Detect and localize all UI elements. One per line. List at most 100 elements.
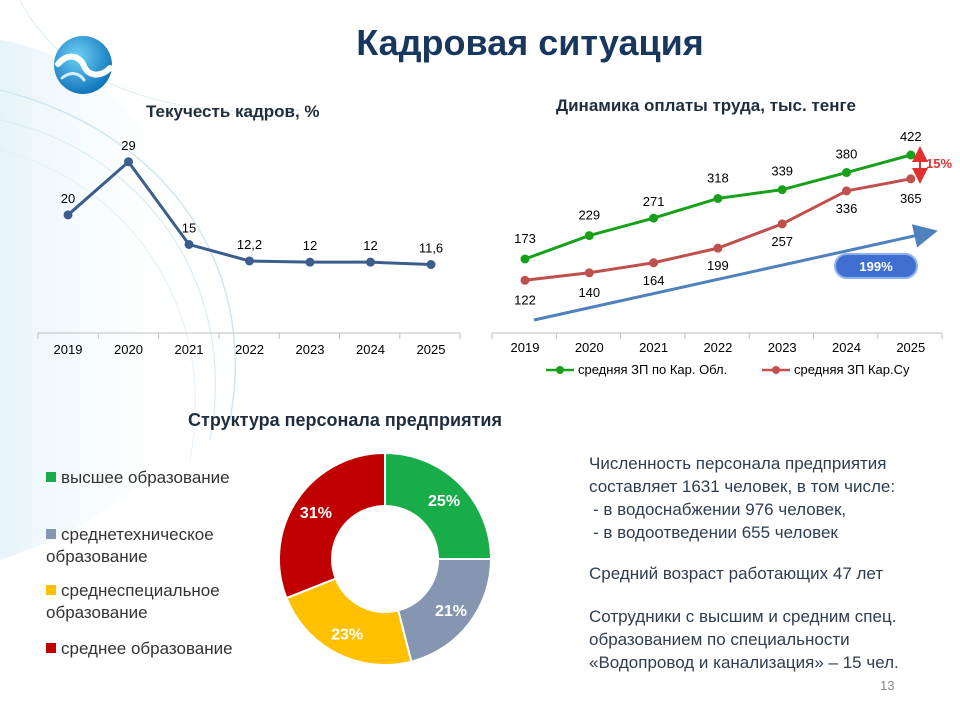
x-tick-label: 2022 [703,340,732,355]
salary-data-label-1: 173 [514,231,536,246]
turnover-data-label: 20 [61,191,75,206]
salary-data-label-1: 271 [643,194,665,209]
salary-point-2 [584,268,594,278]
donut-slice-4 [278,451,386,600]
info-line-4: - в водоотведении 655 человек [593,523,838,542]
x-tick-label: 2025 [417,342,446,357]
growth-badge [834,253,918,279]
salary-point-1 [906,150,916,160]
salary-data-label-2: 365 [900,191,922,206]
salary-chart: 2019 2020 2021 2022 2023 2024 2025 199% 173 229 27… [491,129,952,355]
x-tick-label: 2020 [114,342,143,357]
x-tick-label: 2024 [832,340,861,355]
x-tick-label: 2019 [54,342,83,357]
x-tick-label: 2022 [235,342,264,357]
turnover-data-label: 12 [303,238,317,253]
growth-badge-label: 199% [859,259,893,274]
salary-data-label-2: 199 [707,258,729,273]
turnover-point [366,257,375,267]
salary-point-2 [906,174,916,184]
turnover-chart: 2019 2020 2021 2022 2023 2024 2025 20 29 15 12,2 12… [37,138,461,357]
donut-slice-label-3: 23% [331,626,363,643]
salary-data-label-1: 422 [900,129,922,144]
x-tick-label: 2021 [639,340,668,355]
salary-point-2 [713,243,723,253]
salary-data-label-2: 336 [836,201,858,216]
legend-swatch-red [762,365,790,374]
salary-data-label-2: 257 [771,234,793,249]
turnover-chart-title: Текучесть кадров, % [146,102,320,121]
legend-series-2: средняя ЗП Кар.Су [762,362,909,377]
x-tick-label: 2021 [175,342,204,357]
donut-slice-label-2: 21% [435,603,467,620]
salary-data-label-1: 229 [578,208,600,223]
salary-point-1 [777,185,787,195]
x-tick-label: 2024 [356,342,385,357]
pie-legend-item-1: высшее образование [46,467,266,489]
page-title: Кадровая ситуация [356,22,704,63]
growth-arrow [533,224,938,322]
salary-point-2 [777,219,787,229]
pie-legend-label-2: среднетехническое образование [46,525,214,566]
salary-data-label-2: 164 [643,273,665,288]
gap-label: 15% [926,156,952,171]
x-tick-label: 2023 [296,342,325,357]
legend-label-1: средняя ЗП по Кар. Обл. [578,362,728,377]
salary-point-2 [649,258,659,268]
company-logo [54,36,113,94]
turnover-data-label: 12 [363,238,377,253]
salary-data-label-2: 140 [578,285,600,300]
staff-donut-chart: 25% 21% 23% 31% [278,451,493,666]
salary-data-label-1: 318 [707,170,729,185]
pie-legend-item-3: среднеспециальное образование [46,580,246,624]
info-block: Численность персонала предприятия состав… [589,452,949,674]
info-line-1: Численность персонала предприятия [589,454,887,473]
info-line-7: образованием по специальности [589,630,850,649]
x-tick-label: 2023 [768,340,797,355]
pie-legend-label-1: высшее образование [61,468,230,487]
staff-chart-title: Структура персонала предприятия [188,410,502,430]
page-number: 13 [880,678,895,693]
pie-legend-item-2: среднетехническое образование [46,524,246,568]
salary-point-1 [584,231,594,241]
salary-chart-title: Динамика оплаты труда, тыс. тенге [556,96,857,115]
turnover-point [124,157,133,167]
legend-square-green [46,472,56,482]
info-line-2: составляет 1631 человек, в том числе: [589,477,896,496]
salary-point-1 [520,254,530,264]
salary-data-label-2: 122 [514,292,536,307]
legend-series-1: средняя ЗП по Кар. Обл. [546,362,727,377]
x-tick-label: 2019 [511,340,540,355]
salary-data-label-1: 339 [771,164,793,179]
salary-data-label-1: 380 [836,147,858,162]
legend-square-gray [46,529,56,539]
donut-slice-1 [384,451,493,560]
donut-slice-2 [396,558,493,663]
turnover-data-label: 29 [121,138,135,153]
legend-swatch-green [546,365,574,374]
turnover-point [305,257,315,267]
legend-label-2: средняя ЗП Кар.Су [794,362,910,377]
legend-square-yellow [46,585,56,595]
turnover-point [426,260,436,270]
salary-point-2 [520,275,530,285]
info-line-5: Средний возраст работающих 47 лет [589,564,884,583]
info-line-6: Сотрудники с высшим и средним спец. [589,607,897,626]
donut-slice-label-1: 25% [428,493,460,510]
pie-legend-item-4: среднее образование [46,638,266,660]
pie-legend-label-4: среднее образование [61,639,233,658]
turnover-point [245,256,254,266]
salary-point-1 [649,213,659,223]
donut-slice-3 [285,577,413,666]
salary-point-1 [713,193,723,203]
turnover-data-label: 15 [182,220,196,235]
turnover-data-label: 11,6 [419,241,443,256]
info-line-3: - в водоснабжении 976 человек, [593,500,847,519]
pie-legend-label-3: среднеспециальное образование [46,581,220,622]
salary-point-2 [842,186,851,196]
turnover-point [184,239,194,249]
info-line-8: «Водопровод и канализация» – 15 чел. [589,653,899,672]
x-tick-label: 2025 [896,340,925,355]
turnover-data-label: 12,2 [237,237,262,252]
